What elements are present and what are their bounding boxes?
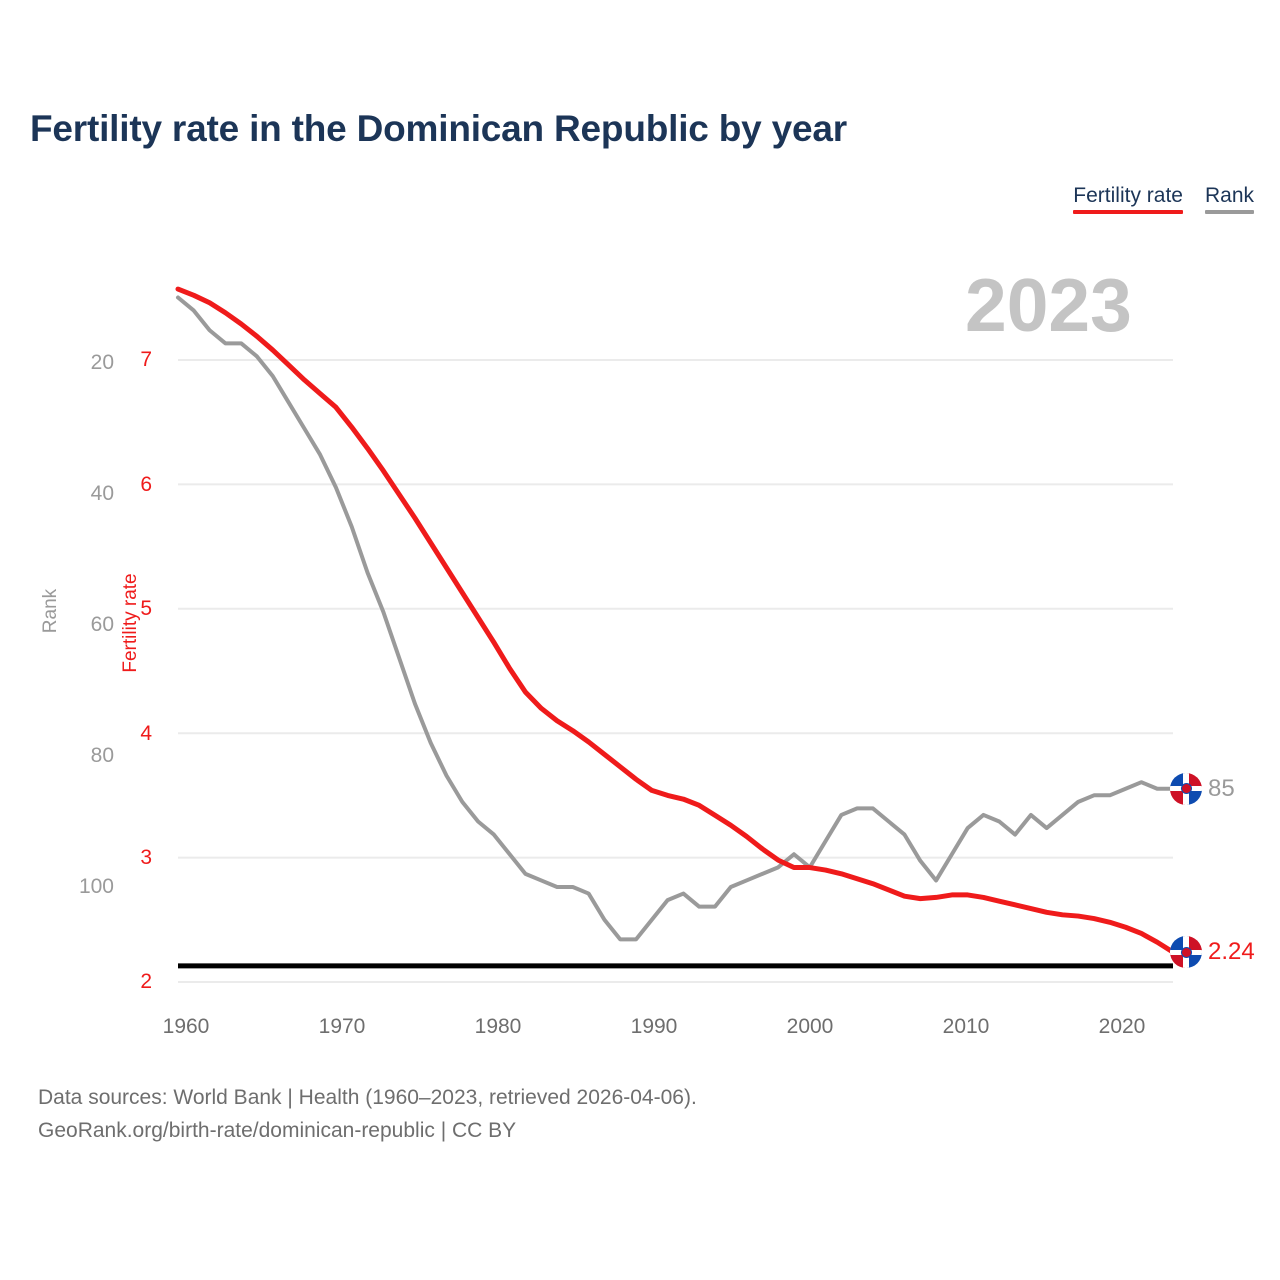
y-axis-right-tick: 7 [140,348,152,371]
footer: Data sources: World Bank | Health (1960–… [38,1082,697,1147]
y-axis-left-tick: 20 [90,351,114,374]
x-axis-tick: 1970 [318,1015,366,1038]
y-axis-left-tick: 100 [78,875,114,898]
dominican-republic-flag-icon [1170,772,1202,805]
y-axis-left-tick: 40 [90,482,114,505]
legend-item-fertility-rate[interactable]: Fertility rate [1073,184,1183,215]
y-axis-right-title: Fertility rate [120,573,141,673]
x-axis-tick: 1980 [474,1015,522,1038]
legend-item-label: Rank [1204,184,1254,207]
endpoint-marker-rank: 85 [1170,772,1235,805]
endpoint-value-rank: 85 [1208,774,1235,802]
chart-gridlines [178,359,1173,983]
legend-item-label: Fertility rate [1073,184,1183,207]
legend-color-swatch [1204,210,1254,215]
y-axis-right-tick: 6 [140,473,152,496]
footer-data-sources: Data sources: World Bank | Health (1960–… [38,1086,697,1109]
year-watermark: 2023 [965,263,1132,347]
series-line-rank [176,295,1175,942]
y-axis-right-tick: 3 [140,846,152,869]
legend-item-rank[interactable]: Rank [1204,184,1254,215]
endpoint-marker-fertility-rate: 2.24 [1170,936,1255,969]
x-axis-tick: 2010 [942,1015,990,1038]
dominican-republic-flag-icon [1170,936,1202,969]
y-axis-right-tick: 5 [140,597,152,620]
chart-legend: Fertility rate Rank [1073,184,1254,215]
y-axis-left-tick: 60 [90,613,114,636]
x-axis-tick: 2000 [786,1015,834,1038]
page-title: Fertility rate in the Dominican Republic… [30,108,847,149]
x-axis-tick: 1990 [630,1015,678,1038]
y-axis-left-title: Rank [40,588,61,634]
legend-color-swatch [1073,210,1183,215]
series-line-fertility-rate [175,286,1176,955]
x-axis-tick: 1960 [162,1015,210,1038]
footer-attribution: GeoRank.org/birth-rate/dominican-republi… [38,1118,517,1142]
x-axis-tick: 2020 [1098,1015,1146,1038]
y-axis-left-tick: 80 [90,744,114,767]
endpoint-value-fertility-rate: 2.24 [1208,938,1255,966]
y-axis-right-tick: 4 [140,722,152,745]
y-axis-right-tick: 2 [140,970,152,993]
